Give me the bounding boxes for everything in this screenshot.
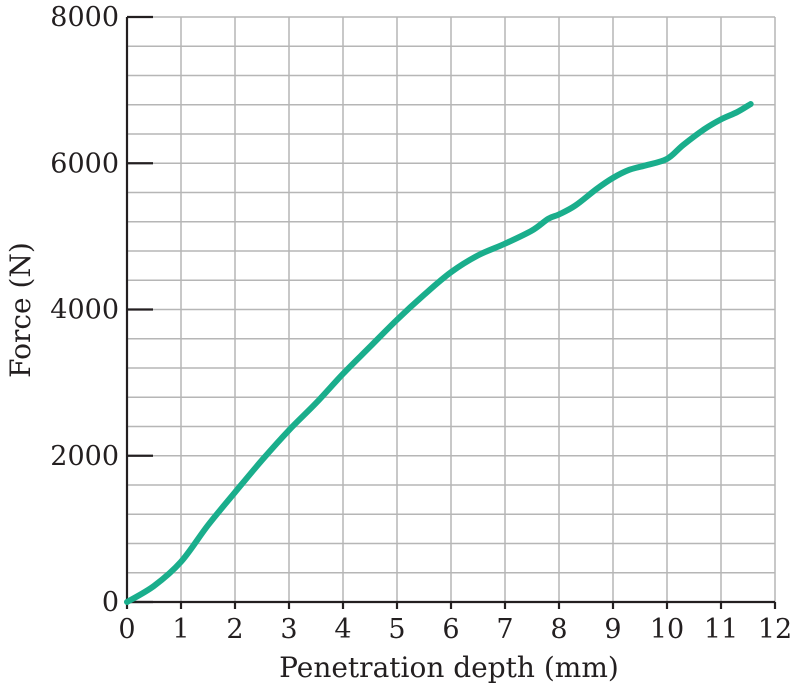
force-depth-series-line <box>124 101 754 605</box>
y-tick-label: 4000 <box>50 295 119 326</box>
x-tick-label: 12 <box>758 614 792 645</box>
x-tick-label: 8 <box>550 614 567 645</box>
y-tick-label: 2000 <box>50 441 119 472</box>
y-tick-label: 8000 <box>50 2 119 33</box>
x-tick-label: 0 <box>118 614 135 645</box>
x-tick-label: 11 <box>704 614 738 645</box>
x-tick-label: 1 <box>172 614 189 645</box>
x-tick-label: 3 <box>280 614 297 645</box>
x-axis-title: Penetration depth (mm) <box>279 651 619 684</box>
x-tick-label: 4 <box>334 614 351 645</box>
series-layer <box>124 101 754 605</box>
grid <box>127 16 776 602</box>
x-tick-label: 6 <box>442 614 459 645</box>
y-tick-label: 6000 <box>50 148 119 179</box>
x-tick-label: 7 <box>496 614 513 645</box>
x-tick-label: 2 <box>226 614 243 645</box>
x-tick-label: 5 <box>388 614 405 645</box>
y-tick-label: 0 <box>102 587 119 618</box>
x-tick-label: 9 <box>604 614 621 645</box>
y-axis-title: Force (N) <box>4 242 37 378</box>
x-tick-label: 10 <box>650 614 684 645</box>
